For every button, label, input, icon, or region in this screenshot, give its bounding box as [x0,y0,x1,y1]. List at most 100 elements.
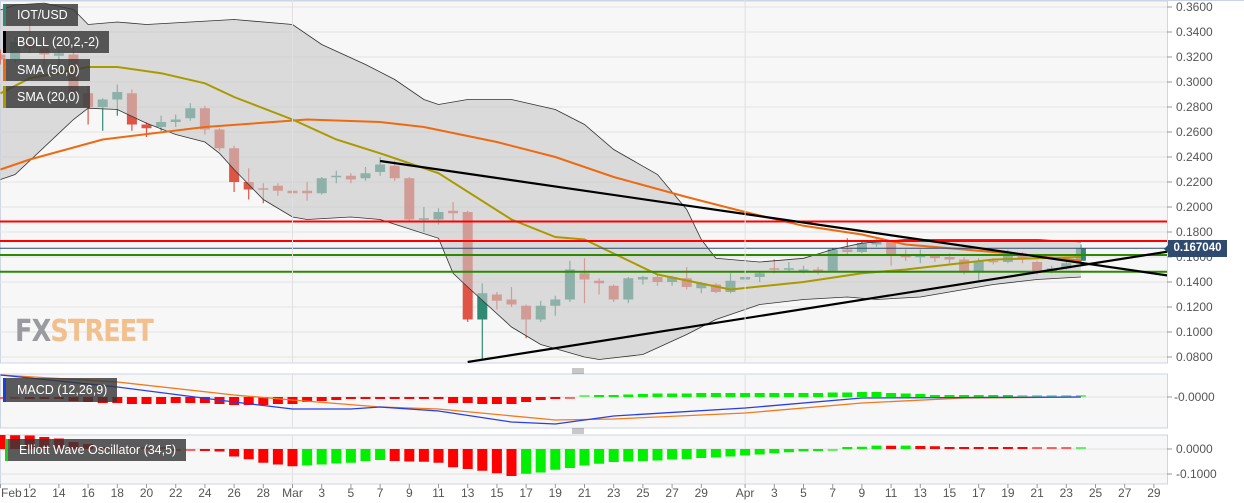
ewo-histogram-bar [0,435,6,449]
macd-histogram-bar [564,397,575,399]
legend-bollinger-label: BOLL (20,2,-2) [17,35,100,49]
macd-histogram-bar [156,397,167,404]
x-tick-label: 26 [227,486,241,500]
ewo-histogram-bar [214,449,225,452]
legend-ewo-label: Elliott Wave Oscillator (34,5) [19,443,177,457]
ewo-color-marker [5,439,8,461]
x-tick-label: 23 [1060,486,1074,500]
x-tick-label: Mar [282,486,303,500]
x-tick-label: 17 [972,486,986,500]
x-tick-label: 13 [461,486,475,500]
legend-sma50[interactable]: SMA (50,0) [3,59,90,81]
macd-histogram-bar [842,392,853,397]
y-tick-label: 0.1200 [1176,300,1213,314]
macd-histogram-bar [375,397,386,399]
ewo-histogram-bar [287,449,298,467]
legend-symbol[interactable]: IOT/USD [3,4,78,26]
candle-body [141,124,152,129]
ewo-histogram-bar [681,449,692,459]
macd-histogram-bar [871,392,882,397]
legend-sma50-label: SMA (50,0) [17,63,80,77]
y-tick-label: 0.2000 [1176,200,1213,214]
x-tick-label: 13 [914,486,928,500]
ewo-histogram-bar [243,449,254,460]
sma20-color-marker [3,86,6,108]
y-tick-label: 0.3600 [1176,0,1213,14]
ewo-histogram-bar [316,449,327,465]
legend-macd[interactable]: MACD (12,26,9) [3,378,118,402]
ewo-histogram-bar [185,449,196,451]
ewo-histogram-bar [754,449,765,455]
watermark-fx: FX [15,314,51,349]
ewo-histogram-bar [710,449,721,458]
y-tick-label: 0.2400 [1176,150,1213,164]
macd-histogram-bar [272,397,283,404]
ewo-histogram-bar [637,449,648,461]
ewo-histogram-bar [448,449,459,468]
macd-histogram-bar [900,393,911,397]
macd-histogram-bar [637,394,648,397]
fxstreet-watermark: FXSTREET [15,314,154,349]
legend-ewo[interactable]: Elliott Wave Oscillator (34,5) [5,439,187,461]
ewo-histogram-bar [608,449,619,462]
macd-histogram-bar [331,397,342,400]
x-tick-label: 19 [1001,486,1015,500]
x-tick-label: 11 [432,486,445,500]
macd-histogram-bar [944,395,955,397]
x-tick-label: 7 [377,486,384,500]
macd-histogram-bar [608,395,619,397]
macd-histogram-bar [725,393,736,397]
symbol-color-marker [3,4,6,26]
macd-histogram-bar [1032,395,1043,397]
y-tick-label: 0.1800 [1176,225,1213,239]
sma50-line [0,118,1082,262]
macd-histogram-bar [521,397,532,402]
macd-histogram-bar [696,393,707,397]
y-tick-label: 0.3000 [1176,75,1213,89]
x-tick-label: 16 [81,486,95,500]
ewo-histogram-bar [433,449,444,463]
ewo-panel [0,434,1168,485]
ewo-histogram-bar [360,449,371,461]
x-tick-label: 3 [771,486,778,500]
bollinger-color-marker [3,31,6,53]
ewo-histogram-bar [827,449,838,451]
ewo-histogram-bar [944,447,955,449]
ewo-histogram-bar [521,449,532,474]
macd-histogram-bar [886,393,897,397]
legend-sma20[interactable]: SMA (20,0) [3,86,90,108]
macd-histogram-bar [740,393,751,397]
macd-histogram-bar [754,393,765,397]
legend-bollinger[interactable]: BOLL (20,2,-2) [3,31,110,53]
x-tick-label: 22 [169,486,183,500]
macd-histogram-bar [579,395,590,397]
macd-histogram-bar [229,397,240,405]
ewo-histogram-bar [1032,447,1043,449]
macd-histogram-bar [448,397,459,403]
ewo-histogram-bar [229,449,240,457]
ewo-histogram-bar [1075,447,1086,449]
x-tick-label: 25 [636,486,650,500]
legend-symbol-label: IOT/USD [17,8,68,22]
ewo-histogram-bar [477,449,488,471]
ewo-y-tick-label: -0.1000 [1176,467,1217,481]
macd-histogram-bar [710,393,721,397]
macd-histogram-bar [243,397,254,405]
macd-histogram-bar [199,397,210,403]
ewo-histogram-bar [900,445,911,449]
macd-histogram-bar [316,397,327,401]
x-tick-label: 12 [23,486,37,500]
macd-histogram-bar [959,395,970,397]
ewo-histogram-bar [725,449,736,457]
ewo-histogram-bar [1017,447,1028,449]
x-tick-label: 11 [885,486,898,500]
y-tick-label: 0.1400 [1176,275,1213,289]
x-tick-label: 14 [52,486,66,500]
ewo-histogram-bar [258,449,269,463]
macd-histogram-bar [783,393,794,397]
macd-histogram-bar [550,397,561,399]
x-tick-label: 27 [665,486,679,500]
trendline [467,250,1167,363]
macd-histogram-bar [594,395,605,397]
x-tick-label: 21 [1030,486,1044,500]
